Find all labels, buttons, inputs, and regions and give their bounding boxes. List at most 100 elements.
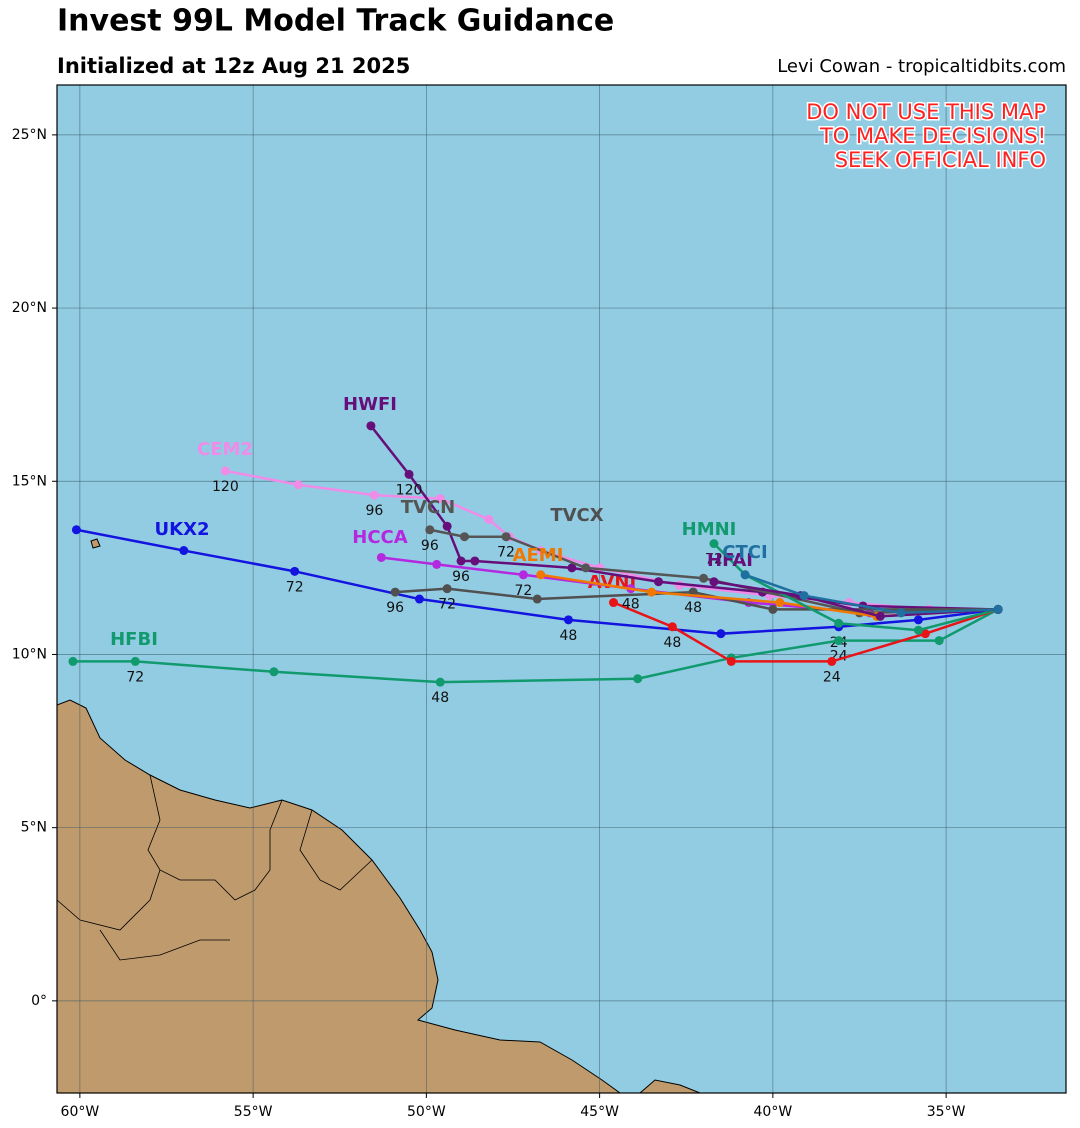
track-point bbox=[369, 490, 379, 500]
model-name: UKX2 bbox=[155, 519, 210, 540]
track-point bbox=[993, 604, 1003, 614]
track-point bbox=[896, 608, 906, 618]
forecast-hour: 48 bbox=[663, 635, 681, 651]
forecast-hour: 72 bbox=[286, 579, 304, 595]
track-point bbox=[470, 556, 480, 566]
forecast-hour: 96 bbox=[421, 538, 439, 554]
track-point bbox=[501, 532, 511, 542]
track-point bbox=[709, 577, 719, 587]
y-tick-label: 0° bbox=[31, 993, 47, 1009]
island bbox=[90, 538, 101, 549]
track-point bbox=[366, 421, 376, 431]
forecast-hour: 96 bbox=[365, 503, 383, 519]
track-point bbox=[130, 656, 140, 666]
chart-title: Invest 99L Model Track Guidance bbox=[57, 4, 614, 39]
track-point bbox=[913, 615, 923, 625]
track-point bbox=[442, 521, 452, 531]
track-point bbox=[376, 552, 386, 562]
track-point bbox=[536, 570, 546, 580]
model-name: TVCN bbox=[401, 497, 455, 518]
forecast-hour: 72 bbox=[438, 597, 456, 613]
track-point bbox=[834, 636, 844, 646]
track-point bbox=[432, 559, 442, 569]
track-point bbox=[740, 570, 750, 580]
credit: Levi Cowan - tropicaltidbits.com bbox=[777, 56, 1066, 77]
track-point bbox=[484, 514, 494, 524]
model-name: HFAI bbox=[707, 550, 753, 571]
forecast-hour: 72 bbox=[514, 583, 532, 599]
model-name: HCCA bbox=[352, 527, 407, 548]
x-tick-label: 35°W bbox=[927, 1104, 966, 1120]
track-point bbox=[414, 594, 424, 604]
track-line bbox=[713, 580, 999, 618]
warning-line: TO MAKE DECISIONS! bbox=[819, 124, 1046, 148]
track-point bbox=[220, 466, 230, 476]
track-point bbox=[518, 570, 528, 580]
track-point bbox=[269, 667, 279, 677]
land bbox=[57, 699, 621, 1093]
track-point bbox=[435, 494, 445, 504]
land bbox=[639, 1079, 701, 1093]
track-point bbox=[567, 563, 577, 573]
y-tick-label: 15°N bbox=[12, 473, 47, 489]
tracks: 244872UKX2244872HFBI2448AVNI4872HCCA9612… bbox=[68, 394, 1003, 706]
track-point bbox=[290, 566, 300, 576]
track-point bbox=[654, 577, 664, 587]
track-point bbox=[442, 584, 452, 594]
track-point bbox=[647, 587, 657, 597]
forecast-hour: 48 bbox=[684, 600, 702, 616]
track-point bbox=[293, 480, 303, 490]
track-point bbox=[71, 525, 81, 535]
track-point bbox=[768, 604, 778, 614]
forecast-hour: 72 bbox=[497, 545, 515, 561]
forecast-hour: 48 bbox=[431, 690, 449, 706]
model-name: TVCX bbox=[550, 505, 603, 526]
x-tick-label: 55°W bbox=[234, 1104, 273, 1120]
border bbox=[57, 774, 373, 961]
model-name: HWFI bbox=[343, 394, 397, 415]
track-point bbox=[404, 469, 414, 479]
track-point bbox=[934, 636, 944, 646]
track-line bbox=[612, 601, 999, 663]
track-point bbox=[775, 598, 785, 608]
frame bbox=[56, 84, 1067, 1094]
track-point bbox=[179, 546, 189, 556]
model-name: AEMI bbox=[513, 545, 564, 566]
track-point bbox=[667, 622, 677, 632]
track-point bbox=[425, 525, 435, 535]
chart-subtitle: Initialized at 12z Aug 21 2025 bbox=[57, 54, 410, 78]
track-point bbox=[390, 587, 400, 597]
y-tick-label: 25°N bbox=[12, 127, 47, 143]
track-point bbox=[608, 598, 618, 608]
forecast-hour: 120 bbox=[212, 479, 239, 495]
x-tick-label: 45°W bbox=[580, 1104, 619, 1120]
model-name: CTCI bbox=[722, 542, 767, 563]
track-point bbox=[699, 573, 709, 583]
track-line bbox=[744, 573, 999, 615]
forecast-hour: 48 bbox=[622, 597, 640, 613]
model-name: CEM2 bbox=[197, 439, 253, 460]
forecast-hour: 96 bbox=[386, 600, 404, 616]
forecast-hour: 120 bbox=[396, 482, 423, 498]
x-tick-label: 60°W bbox=[61, 1104, 100, 1120]
y-tick-label: 10°N bbox=[12, 646, 47, 662]
track-point bbox=[799, 591, 809, 601]
track-point bbox=[726, 656, 736, 666]
forecast-hour: 96 bbox=[452, 569, 470, 585]
warning-line: DO NOT USE THIS MAP bbox=[806, 100, 1046, 124]
track-point bbox=[709, 539, 719, 549]
track-point bbox=[532, 594, 542, 604]
forecast-hour: 24 bbox=[823, 669, 841, 685]
track-point bbox=[920, 629, 930, 639]
y-tick-label: 20°N bbox=[12, 300, 47, 316]
forecast-hour: 48 bbox=[560, 628, 578, 644]
x-tick-label: 50°W bbox=[407, 1104, 446, 1120]
warning-line: SEEK OFFICIAL INFO bbox=[835, 148, 1046, 172]
track-point bbox=[581, 563, 591, 573]
track-point bbox=[68, 656, 78, 666]
forecast-hour: 72 bbox=[705, 552, 723, 568]
track-point bbox=[563, 615, 573, 625]
track-point bbox=[435, 677, 445, 687]
